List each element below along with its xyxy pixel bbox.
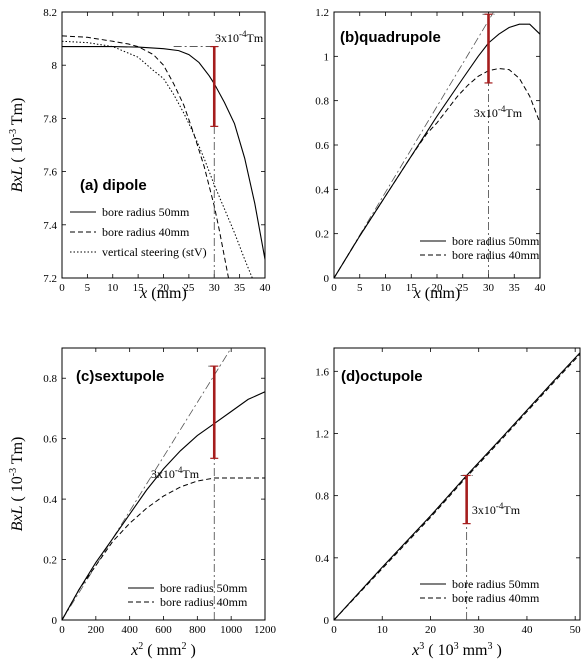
annotation-label: 3x10-4Tm (215, 29, 264, 45)
x-tick-label: 25 (457, 282, 469, 294)
legend-label: bore radius 50mm (160, 581, 248, 595)
x-axis-label: x (mm) (139, 285, 187, 302)
legend-label: vertical steering (stV) (102, 245, 207, 259)
x-tick-label: 1000 (220, 624, 243, 636)
x-tick-label: 0 (331, 282, 337, 294)
series-line-bore-radius-50mm (62, 46, 265, 260)
x-tick-label: 5 (85, 282, 91, 294)
legend-label: bore radius 50mm (452, 234, 540, 248)
x-tick-label: 5 (357, 282, 363, 294)
x-tick-label: 30 (473, 624, 485, 636)
y-tick-label: 0.8 (315, 96, 329, 108)
chart-panel-4: 0 10 20 30 40 50 0 0.4 0.8 1.2 1.6 x3 ( 103 mm3 ) 3x… (315, 347, 582, 659)
y-tick-label: 0.2 (315, 229, 329, 241)
x-tick-label: 40 (521, 624, 533, 636)
x-tick-label: 800 (189, 624, 206, 636)
y-tick-label: 1 (324, 51, 330, 63)
y-tick-label: 0.4 (43, 494, 57, 506)
series-line-vertical-steering-stv- (62, 40, 253, 278)
series-line-bore-radius-50mm (62, 391, 265, 620)
panel-title: (a) dipole (80, 177, 147, 194)
x-tick-label: 40 (535, 282, 547, 294)
plot-frame (333, 347, 581, 621)
annotation-label: 3x10-4Tm (472, 501, 521, 517)
y-axis-label: BxL ( 10-3 Tm) (8, 98, 26, 193)
chart-panel-2: 0 5 10 15 20 25 30 35 40 0 0.2 0.4 0.6 0.8 1 1.2 x (mm) 3… (315, 7, 546, 302)
legend-label: bore radius 40mm (452, 248, 540, 262)
x-tick-label: 20 (432, 282, 444, 294)
annotation-label: 3x10-4Tm (474, 104, 523, 120)
legend-label: bore radius 40mm (452, 591, 540, 605)
x-tick-label: 30 (209, 282, 221, 294)
y-tick-label: 7.6 (43, 167, 57, 179)
x-tick-label: 10 (377, 624, 389, 636)
y-tick-label: 0.6 (43, 434, 57, 446)
series-line-bore-radius-40mm (62, 477, 265, 620)
y-tick-label: 0.8 (315, 491, 329, 503)
y-tick-label: 0 (324, 273, 330, 285)
y-tick-label: 0.2 (43, 555, 57, 567)
legend-label: bore radius 40mm (102, 225, 190, 239)
panel-title: (c)sextupole (76, 368, 164, 385)
x-tick-label: 0 (59, 624, 65, 636)
x-axis-label: x2 ( mm2 ) (130, 641, 196, 659)
x-tick-label: 400 (121, 624, 138, 636)
x-tick-label: 10 (107, 282, 119, 294)
y-tick-label: 8.2 (43, 7, 57, 19)
x-tick-label: 15 (133, 282, 145, 294)
x-tick-label: 200 (88, 624, 105, 636)
x-tick-label: 40 (260, 282, 272, 294)
y-tick-label: 0.4 (315, 553, 329, 565)
x-tick-label: 25 (183, 282, 195, 294)
y-tick-label: 0.8 (43, 373, 57, 385)
x-tick-label: 0 (331, 624, 337, 636)
y-tick-label: 1.2 (315, 7, 329, 19)
x-tick-label: 20 (158, 282, 170, 294)
x-tick-label: 1200 (254, 624, 277, 636)
x-tick-label: 50 (570, 624, 582, 636)
y-tick-label: 7.8 (43, 113, 57, 125)
y-tick-label: 1.2 (315, 428, 329, 440)
y-tick-label: 7.4 (43, 220, 57, 232)
x-tick-label: 10 (380, 282, 392, 294)
legend-label: bore radius 50mm (102, 205, 190, 219)
y-tick-label: 7.2 (43, 273, 57, 285)
legend: bore radius 50mm bore radius 40mm vertical… (70, 205, 207, 259)
annotation-label: 3x10-4Tm (151, 465, 200, 481)
x-tick-label: 35 (509, 282, 521, 294)
y-axis-label: BxL ( 10-3 Tm) (8, 437, 26, 532)
linear-reference-line (62, 348, 232, 620)
y-tick-label: 0.4 (315, 184, 329, 196)
x-tick-label: 600 (155, 624, 172, 636)
series-line-bore-radius-40mm (334, 67, 540, 278)
x-tick-label: 15 (406, 282, 418, 294)
y-tick-label: 0.6 (315, 140, 329, 152)
y-tick-label: 0 (324, 615, 330, 627)
panel-title: (b)quadrupole (340, 29, 441, 46)
legend-label: bore radius 50mm (452, 577, 540, 591)
y-tick-label: 0 (52, 615, 58, 627)
chart-panel-3: 0 200 400 600 800 1000 1200 0 0.2 0.4 0.6 0.8 x2 ( m… (8, 347, 277, 659)
y-tick-label: 8 (52, 60, 58, 72)
x-tick-label: 35 (234, 282, 246, 294)
series-line-bore-radius-40mm (334, 353, 580, 620)
x-axis-label: x (mm) (413, 285, 461, 302)
x-tick-label: 0 (59, 282, 65, 294)
x-tick-label: 30 (483, 282, 495, 294)
chart-panel-1: 0 5 10 15 20 25 30 35 40 7.2 7.4 7.6 7.8 8 8.2 x (mm) Bx… (8, 7, 271, 302)
plot-frame (61, 347, 266, 621)
y-tick-label: 1.6 (315, 366, 329, 378)
series-line-bore-radius-40mm (62, 35, 229, 278)
x-tick-label: 20 (425, 624, 437, 636)
x-axis-label: x3 ( 103 mm3 ) (411, 641, 502, 659)
legend-label: bore radius 40mm (160, 595, 248, 609)
series-line-bore-radius-50mm (334, 352, 580, 620)
panel-title: (d)octupole (341, 368, 423, 385)
